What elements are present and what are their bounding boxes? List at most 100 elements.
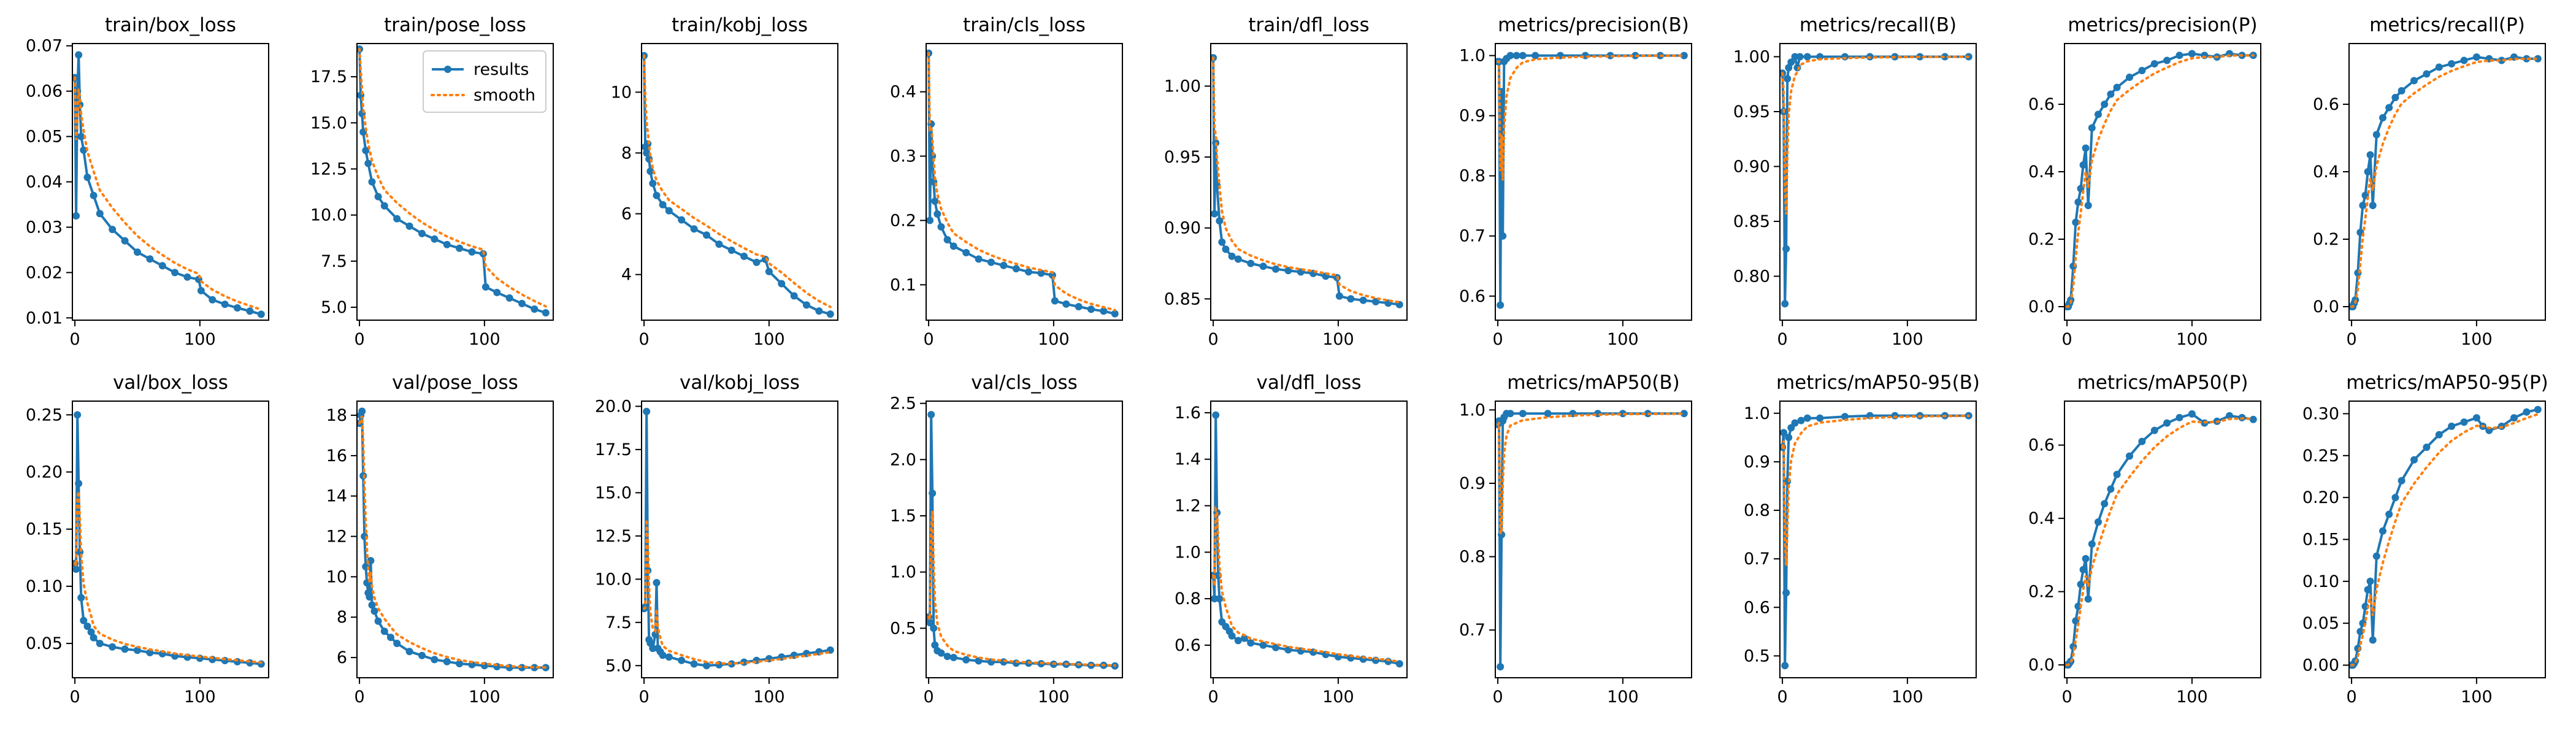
results-point xyxy=(221,301,229,309)
results-point xyxy=(2188,50,2196,58)
subplot-title: metrics/mAP50(B) xyxy=(1507,372,1679,394)
legend-results-marker xyxy=(444,66,451,73)
subplot-metrics-map50-p-: metrics/mAP50(P) 0 100 0.0 0.2 0.4 0.6 xyxy=(2028,372,2261,707)
y-tick-label: 0.25 xyxy=(26,405,63,424)
y-tick-label: 0.15 xyxy=(2302,531,2339,550)
results-point xyxy=(1259,263,1267,270)
subplot-metrics-recall-p-: metrics/recall(P) 0 100 0.0 0.2 0.4 0.6 xyxy=(2313,14,2546,349)
y-tick-label: 0.9 xyxy=(1744,453,1770,472)
results-point xyxy=(1241,634,1248,642)
results-point xyxy=(2138,67,2146,74)
results-point xyxy=(209,296,217,304)
y-tick-label: 12.5 xyxy=(595,527,632,546)
results-point xyxy=(2088,124,2096,132)
y-tick-label: 10 xyxy=(326,567,347,586)
results-point xyxy=(374,617,382,625)
results-point xyxy=(931,641,939,649)
results-point xyxy=(77,594,85,602)
y-tick-label: 1.5 xyxy=(890,507,916,526)
y-tick-label: 0.9 xyxy=(1459,107,1485,126)
results-point xyxy=(987,258,995,266)
results-point xyxy=(2523,55,2531,63)
results-point xyxy=(703,231,710,239)
smooth-line xyxy=(927,52,1116,312)
results-line xyxy=(927,53,1116,315)
results-point xyxy=(715,240,723,248)
results-point xyxy=(531,305,539,313)
results-point xyxy=(2084,202,2092,209)
results-point xyxy=(1247,259,1255,267)
x-tick-label: 0 xyxy=(1208,330,1218,349)
y-tick-label: 0.6 xyxy=(2028,436,2055,455)
axes-frame xyxy=(926,401,1123,678)
results-point xyxy=(937,223,945,231)
results-point xyxy=(2079,565,2087,573)
smooth-line xyxy=(1781,415,1970,565)
results-line xyxy=(74,53,262,316)
subplot-metrics-map50-95-b-: metrics/mAP50-95(B) 0 100 0.5 0.6 0.7 0.8 0.9 1.… xyxy=(1744,372,1980,707)
results-point xyxy=(753,258,761,266)
results-point xyxy=(937,649,945,657)
results-point xyxy=(1506,410,1514,418)
results-point xyxy=(1784,75,1792,83)
results-point xyxy=(1211,210,1219,218)
x-tick-label: 100 xyxy=(1322,330,1354,349)
results-point xyxy=(962,656,970,664)
results-point xyxy=(393,215,401,223)
subplot-val-dfl-loss: val/dfl_loss 0 100 0.6 0.8 1.0 1.2 1.4 1.6 xyxy=(1175,372,1408,707)
results-line xyxy=(74,413,261,665)
y-tick-label: 0.2 xyxy=(2313,230,2339,249)
results-point xyxy=(368,178,376,186)
y-tick-label: 7.5 xyxy=(321,252,347,271)
results-point xyxy=(456,660,464,667)
results-line xyxy=(1781,55,1969,305)
subplot-title: train/dfl_loss xyxy=(1248,14,1369,36)
axes-frame xyxy=(356,43,554,321)
y-tick-label: 0.05 xyxy=(26,128,63,147)
results-point xyxy=(1062,300,1070,308)
results-point xyxy=(1803,414,1811,422)
results-point xyxy=(1680,410,1688,418)
results-point xyxy=(2175,52,2183,59)
results-point xyxy=(2072,218,2080,226)
results-point xyxy=(531,664,539,672)
y-tick-label: 15.0 xyxy=(310,113,347,132)
results-point xyxy=(643,149,651,157)
results-point xyxy=(2391,494,2399,502)
x-tick-label: 0 xyxy=(69,688,80,707)
results-point xyxy=(653,191,661,199)
y-tick-label: 0.8 xyxy=(1459,548,1485,567)
results-point xyxy=(1234,255,1242,263)
y-tick-label: 1.2 xyxy=(1175,497,1201,516)
y-tick-label: 0.7 xyxy=(1459,621,1485,640)
results-point xyxy=(2398,87,2405,94)
smooth-line xyxy=(643,54,832,309)
results-point xyxy=(933,210,941,218)
subplot-metrics-recall-b-: metrics/recall(B) 0 100 0.80 0.85 0.90 0.95 1.0… xyxy=(1733,14,1977,349)
results-point xyxy=(121,645,129,653)
y-tick-label: 0.7 xyxy=(1744,550,1770,569)
subplot-train-pose-loss: train/pose_loss 0 100 5.0 7.5 10.0 12.5 15.0 17.… xyxy=(310,14,554,349)
y-tick-label: 14 xyxy=(326,487,347,506)
results-point xyxy=(443,657,451,665)
y-tick-label: 0.85 xyxy=(1733,212,1770,231)
results-point xyxy=(1272,265,1279,273)
results-point xyxy=(926,619,934,627)
results-point xyxy=(1075,303,1083,310)
results-point xyxy=(2107,485,2115,493)
results-point xyxy=(74,411,82,419)
results-point xyxy=(158,262,166,270)
subplot-val-box-loss: val/box_loss 0 100 0.05 0.10 0.15 0.20 0.25 xyxy=(26,372,269,707)
results-point xyxy=(75,480,83,488)
results-point xyxy=(1796,53,1804,61)
results-point xyxy=(1211,595,1219,603)
y-tick-label: 0.6 xyxy=(2028,95,2055,114)
y-tick-label: 12.5 xyxy=(310,159,347,178)
subplot-title: train/box_loss xyxy=(105,14,236,36)
results-point xyxy=(2423,70,2431,78)
smooth-line xyxy=(2350,413,2539,667)
results-point xyxy=(1284,267,1292,275)
results-line xyxy=(1497,412,1684,669)
smooth-line xyxy=(74,491,263,664)
x-tick-label: 0 xyxy=(923,330,933,349)
